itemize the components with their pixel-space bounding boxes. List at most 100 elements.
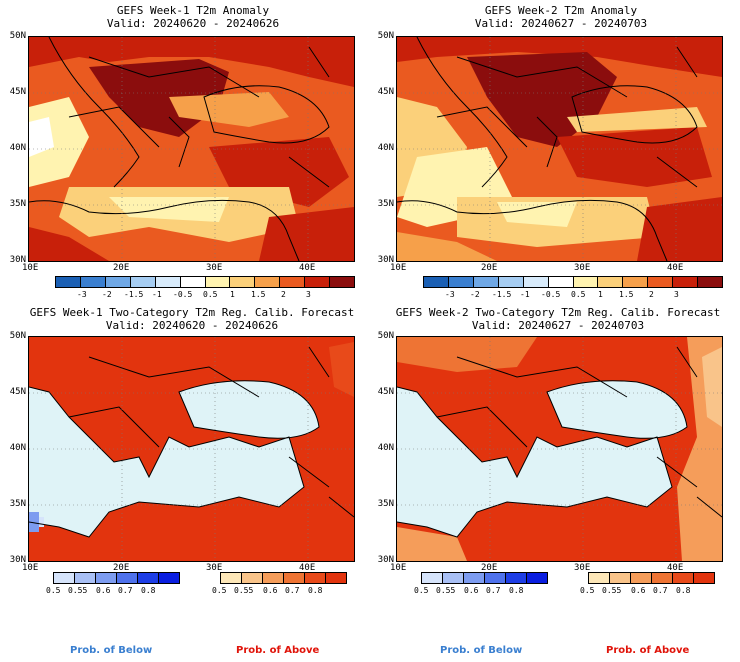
colorbar-tick: 1.5 bbox=[251, 290, 266, 299]
panel1-map bbox=[28, 36, 355, 262]
colorbar-swatch bbox=[230, 277, 256, 287]
colorbar-tick: 0.5 bbox=[212, 586, 227, 595]
panel3-title-line2: Valid: 20240620 - 20240626 bbox=[105, 319, 279, 332]
colorbar-tick: -2 bbox=[470, 290, 480, 299]
panel1-title: GEFS Week-1 T2m Anomaly Valid: 20240620 … bbox=[28, 4, 358, 30]
colorbar-tick: 2 bbox=[281, 290, 286, 299]
panel3-title: GEFS Week-1 Two-Category T2m Reg. Calib.… bbox=[10, 306, 374, 332]
lon-label: 20E bbox=[113, 563, 130, 573]
lat-label: 50N bbox=[377, 31, 394, 41]
colorbar-swatch bbox=[673, 573, 694, 583]
colorbar-swatch bbox=[652, 573, 673, 583]
prob-below-colorbar-2 bbox=[421, 572, 548, 584]
lat-label: 30N bbox=[377, 555, 394, 565]
colorbar-tick: -3 bbox=[77, 290, 87, 299]
colorbar-swatch bbox=[506, 573, 527, 583]
prob-below-colorbar-1 bbox=[53, 572, 180, 584]
colorbar-tick: 1 bbox=[230, 290, 235, 299]
prob-above-colorbar-1 bbox=[220, 572, 347, 584]
colorbar-tick: 2 bbox=[649, 290, 654, 299]
lon-label: 10E bbox=[390, 263, 407, 273]
colorbar-swatch bbox=[623, 277, 649, 287]
colorbar-swatch bbox=[305, 277, 331, 287]
colorbar-swatch bbox=[242, 573, 263, 583]
colorbar-swatch bbox=[573, 277, 599, 287]
panel1-title-line1: GEFS Week-1 T2m Anomaly bbox=[116, 4, 270, 17]
lat-label: 35N bbox=[9, 199, 26, 209]
lat-label: 30N bbox=[9, 555, 26, 565]
colorbar-swatch bbox=[105, 277, 131, 287]
colorbar-tick: -1 bbox=[520, 290, 530, 299]
lon-label: 20E bbox=[481, 263, 498, 273]
colorbar-swatch bbox=[631, 573, 652, 583]
lon-label: 40E bbox=[667, 263, 684, 273]
lon-label: 10E bbox=[22, 263, 39, 273]
lat-label: 45N bbox=[9, 87, 26, 97]
colorbar-tick: -1.5 bbox=[492, 290, 512, 299]
panel3-title-line1: GEFS Week-1 Two-Category T2m Reg. Calib.… bbox=[29, 306, 355, 319]
colorbar-swatch bbox=[96, 573, 117, 583]
panel2-title-line1: GEFS Week-2 T2m Anomaly bbox=[484, 4, 638, 17]
colorbar-swatch bbox=[284, 573, 305, 583]
prob-below-label-1: Prob. of Below bbox=[70, 645, 153, 656]
colorbar-swatch bbox=[498, 277, 524, 287]
lat-label: 45N bbox=[9, 387, 26, 397]
colorbar-swatch bbox=[698, 277, 723, 287]
colorbar-swatch bbox=[424, 277, 449, 287]
colorbar-tick: 0.7 bbox=[118, 586, 133, 595]
colorbar-swatch bbox=[527, 573, 547, 583]
panel4-title: GEFS Week-2 Two-Category T2m Reg. Calib.… bbox=[376, 306, 740, 332]
colorbar-swatch bbox=[523, 277, 549, 287]
colorbar-tick: 3 bbox=[306, 290, 311, 299]
lon-label: 40E bbox=[667, 563, 684, 573]
lat-label: 30N bbox=[377, 255, 394, 265]
colorbar-tick: 3 bbox=[674, 290, 679, 299]
prob-above-label-1: Prob. of Above bbox=[236, 645, 320, 656]
colorbar-swatch bbox=[330, 277, 355, 287]
colorbar-tick: 0.8 bbox=[141, 586, 156, 595]
colorbar-swatch bbox=[80, 277, 106, 287]
colorbar-swatch bbox=[448, 277, 474, 287]
lat-label: 40N bbox=[9, 143, 26, 153]
colorbar-tick: 0.5 bbox=[46, 586, 61, 595]
panel4-title-line1: GEFS Week-2 Two-Category T2m Reg. Calib.… bbox=[395, 306, 721, 319]
lon-label: 10E bbox=[22, 563, 39, 573]
lon-label: 30E bbox=[206, 263, 223, 273]
lon-label: 20E bbox=[113, 263, 130, 273]
colorbar-swatch bbox=[694, 573, 714, 583]
colorbar-swatch bbox=[464, 573, 485, 583]
colorbar-tick: 0.5 bbox=[580, 586, 595, 595]
colorbar-swatch bbox=[56, 277, 81, 287]
lon-label: 30E bbox=[574, 563, 591, 573]
colorbar-swatch bbox=[117, 573, 138, 583]
lat-label: 35N bbox=[377, 199, 394, 209]
colorbar-swatch bbox=[180, 277, 206, 287]
colorbar-tick: 0.5 bbox=[203, 290, 218, 299]
colorbar-swatch bbox=[221, 573, 242, 583]
colorbar-tick: -2 bbox=[102, 290, 112, 299]
panel4-title-line2: Valid: 20240627 - 20240703 bbox=[471, 319, 645, 332]
colorbar-swatch bbox=[138, 573, 159, 583]
colorbar-tick: -0.5 bbox=[173, 290, 193, 299]
colorbar-tick: 0.8 bbox=[676, 586, 691, 595]
lon-label: 10E bbox=[390, 563, 407, 573]
colorbar-tick: 1 bbox=[598, 290, 603, 299]
colorbar-tick: -0.5 bbox=[541, 290, 561, 299]
colorbar-swatch bbox=[155, 277, 181, 287]
lon-label: 30E bbox=[206, 563, 223, 573]
anomaly-colorbar-1 bbox=[55, 276, 355, 288]
colorbar-tick: 0.6 bbox=[631, 586, 646, 595]
colorbar-swatch bbox=[205, 277, 231, 287]
lat-label: 30N bbox=[9, 255, 26, 265]
lat-label: 45N bbox=[377, 87, 394, 97]
lat-label: 35N bbox=[9, 499, 26, 509]
colorbar-tick: 0.5 bbox=[414, 586, 429, 595]
panel3-map bbox=[28, 336, 355, 562]
colorbar-swatch bbox=[280, 277, 306, 287]
panel2-title-line2: Valid: 20240627 - 20240703 bbox=[474, 17, 648, 30]
panel2-title: GEFS Week-2 T2m Anomaly Valid: 20240627 … bbox=[396, 4, 726, 30]
lat-label: 40N bbox=[9, 443, 26, 453]
colorbar-tick: 0.55 bbox=[68, 586, 88, 595]
colorbar-swatch bbox=[75, 573, 96, 583]
colorbar-tick: 0.55 bbox=[602, 586, 622, 595]
